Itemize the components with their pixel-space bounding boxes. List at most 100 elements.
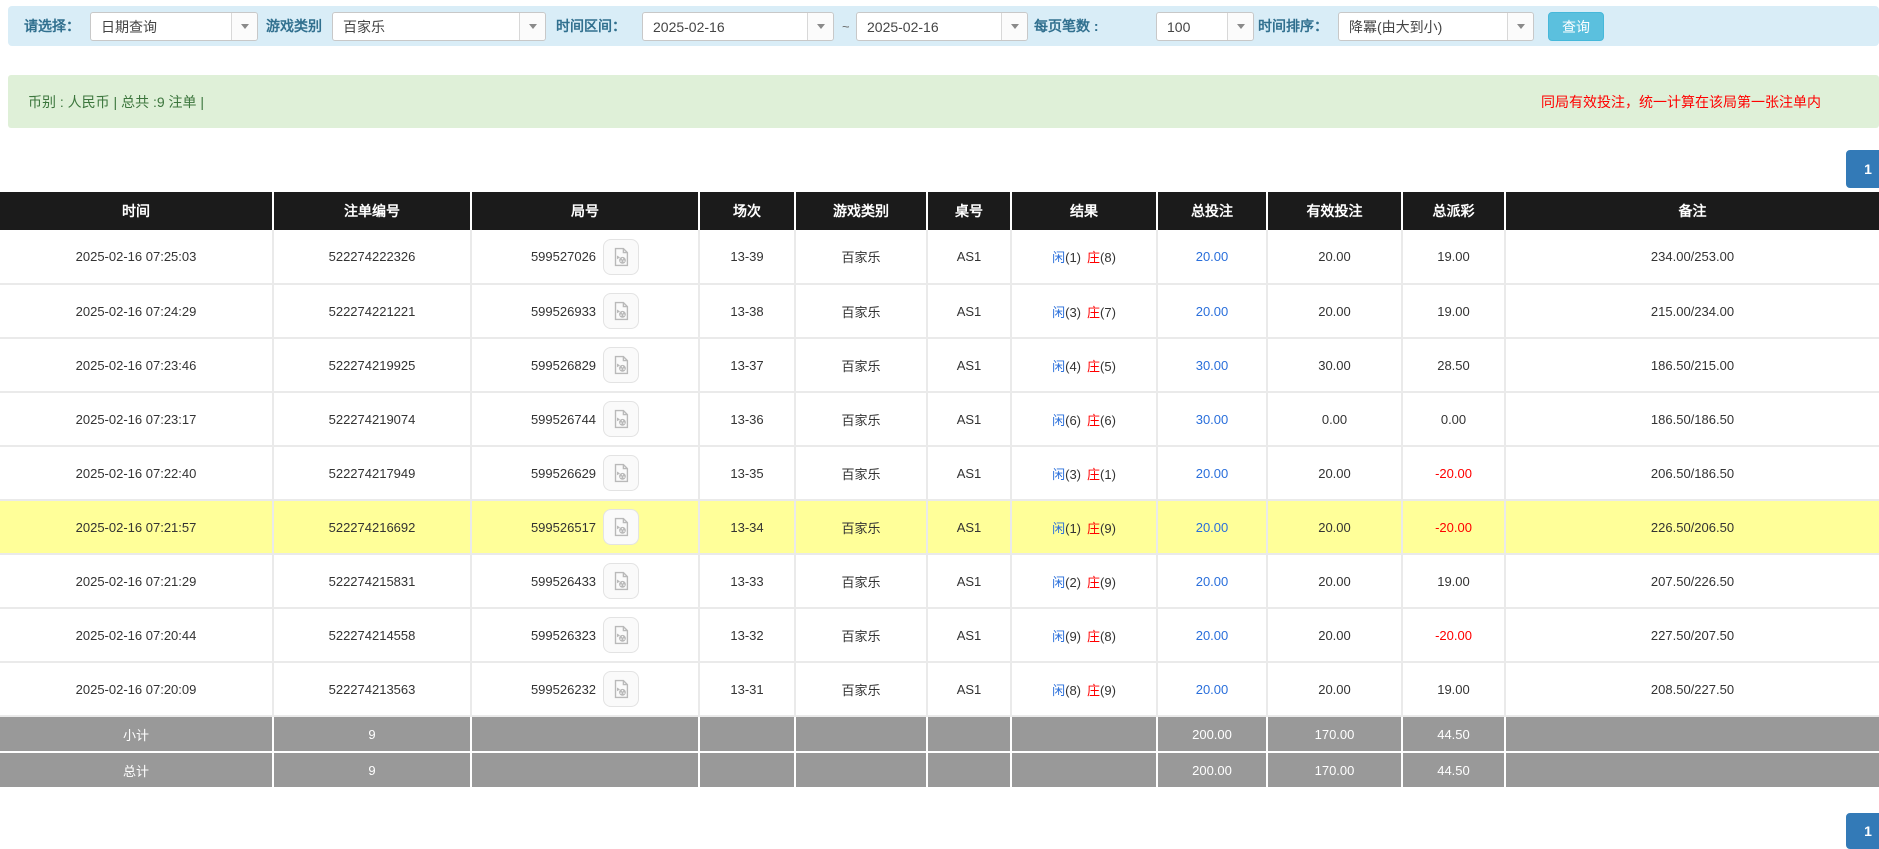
video-replay-button[interactable] (603, 401, 640, 437)
result-player-num: (8) (1065, 682, 1081, 698)
date-from-select[interactable]: 2025-02-16 (642, 12, 834, 41)
cell-total-bet[interactable]: 20.00 (1157, 554, 1268, 609)
cell-round-no: 599527026 (471, 230, 700, 285)
video-replay-button[interactable] (603, 617, 640, 653)
video-replay-button[interactable] (603, 293, 640, 329)
cell-total-bet[interactable]: 30.00 (1157, 392, 1268, 447)
cell-payout: 19.00 (1402, 230, 1506, 285)
cell-bet-no: 522274215831 (273, 554, 472, 609)
cell-total-bet[interactable]: 20.00 (1157, 446, 1268, 501)
game-type-select[interactable]: 百家乐 (332, 12, 546, 41)
page-size-value: 100 (1167, 18, 1191, 35)
cell-result: 闲(9) 庄(8) (1011, 608, 1158, 663)
result-banker-label: 庄 (1087, 628, 1101, 644)
pagination-page-1-bottom[interactable]: 1 (1846, 813, 1879, 849)
result-player-label: 闲 (1052, 304, 1066, 320)
column-header-8: 有效投注 (1267, 192, 1403, 230)
column-header-0: 时间 (0, 192, 274, 230)
round-no-text: 599526933 (530, 303, 597, 319)
video-replay-button[interactable] (603, 563, 640, 599)
cell-session: 13-33 (699, 554, 796, 609)
video-file-icon (614, 517, 629, 537)
cell-total-bet[interactable]: 20.00 (1157, 608, 1268, 663)
result-player-num: (3) (1065, 304, 1081, 320)
cell-session: 13-32 (699, 608, 796, 663)
result-banker-num: (8) (1100, 628, 1116, 644)
pagination-page-1-top[interactable]: 1 (1846, 150, 1879, 188)
cell-table-no: AS1 (927, 230, 1012, 285)
cell-payout: -20.00 (1402, 446, 1506, 501)
video-file-icon (614, 571, 629, 591)
cell-table-no: AS1 (927, 662, 1012, 717)
total-empty-cell (471, 751, 700, 789)
cell-round-no: 599526433 (471, 554, 700, 609)
total-row: 总计 9 200.00 170.00 44.50 (0, 751, 1879, 789)
cell-game: 百家乐 (795, 608, 928, 663)
video-replay-button[interactable] (603, 509, 640, 545)
cell-total-bet[interactable]: 20.00 (1157, 500, 1268, 555)
round-no-text: 599526517 (530, 519, 597, 535)
cell-time: 2025-02-16 07:22:40 (0, 446, 274, 501)
cell-session: 13-35 (699, 446, 796, 501)
select-type-label: 请选择： (24, 18, 80, 34)
betting-records-page: { "toolbar": { "select_label": "请选择：", "… (0, 6, 1879, 849)
cell-remark: 208.50/227.50 (1505, 662, 1879, 717)
result-banker-label: 庄 (1087, 358, 1101, 374)
chevron-down-icon (231, 13, 257, 40)
cell-remark: 227.50/207.50 (1505, 608, 1879, 663)
column-header-5: 桌号 (927, 192, 1012, 230)
video-file-icon (614, 679, 629, 699)
video-replay-button[interactable] (603, 238, 640, 275)
cell-total-bet[interactable]: 20.00 (1157, 662, 1268, 717)
result-banker-num: (8) (1100, 250, 1116, 265)
cell-bet-no: 522274214558 (273, 608, 472, 663)
result-banker-label: 庄 (1087, 466, 1101, 482)
cell-round-no: 599526629 (471, 446, 700, 501)
cell-round-no: 599526323 (471, 608, 700, 663)
cell-game: 百家乐 (795, 230, 928, 285)
subtotal-empty-cell (471, 715, 700, 753)
date-to-select[interactable]: 2025-02-16 (856, 12, 1028, 41)
date-to-value: 2025-02-16 (867, 18, 939, 35)
cell-game: 百家乐 (795, 554, 928, 609)
cell-time: 2025-02-16 07:23:46 (0, 338, 274, 393)
cell-valid-bet: 20.00 (1267, 500, 1403, 555)
cell-payout: 19.00 (1402, 284, 1506, 339)
result-player-label: 闲 (1052, 358, 1066, 374)
video-file-icon (614, 409, 629, 429)
total-empty-cell (927, 751, 1012, 789)
cell-game: 百家乐 (795, 392, 928, 447)
cell-total-bet[interactable]: 30.00 (1157, 338, 1268, 393)
cell-result: 闲(6) 庄(6) (1011, 392, 1158, 447)
time-sort-select[interactable]: 降冪(由大到小) (1338, 12, 1534, 41)
video-replay-button[interactable] (603, 347, 640, 383)
cell-bet-no: 522274222326 (273, 230, 472, 285)
video-replay-button[interactable] (603, 455, 640, 491)
subtotal-total-bet: 200.00 (1157, 715, 1268, 753)
cell-time: 2025-02-16 07:24:29 (0, 284, 274, 339)
total-total-bet: 200.00 (1157, 751, 1268, 789)
cell-time: 2025-02-16 07:25:03 (0, 230, 274, 285)
page-size-select[interactable]: 100 (1156, 12, 1254, 41)
column-header-9: 总派彩 (1402, 192, 1506, 230)
cell-table-no: AS1 (927, 446, 1012, 501)
subtotal-empty-cell (699, 715, 796, 753)
query-type-select[interactable]: 日期查询 (90, 12, 258, 41)
cell-bet-no: 522274216692 (273, 500, 472, 555)
video-file-icon (614, 463, 629, 483)
cell-valid-bet: 20.00 (1267, 446, 1403, 501)
cell-payout: -20.00 (1402, 500, 1506, 555)
cell-time: 2025-02-16 07:20:09 (0, 662, 274, 717)
time-range-label: 时间区间： (556, 18, 626, 34)
result-player-label: 闲 (1052, 412, 1066, 428)
video-file-icon (614, 247, 629, 266)
cell-total-bet[interactable]: 20.00 (1157, 284, 1268, 339)
query-button[interactable]: 查询 (1548, 12, 1604, 41)
records-table: 时间 注单编号 局号 场次 游戏类别 桌号 结果 总投注 有效投注 总派彩 备注 2025-02-1… (0, 192, 1879, 789)
cell-remark: 226.50/206.50 (1505, 500, 1879, 555)
result-player-label: 闲 (1052, 250, 1066, 265)
cell-total-bet[interactable]: 20.00 (1157, 230, 1268, 285)
table-row: 2025-02-16 07:24:29 522274221221 5995269… (0, 284, 1879, 339)
video-replay-button[interactable] (603, 671, 640, 707)
cell-round-no: 599526744 (471, 392, 700, 447)
